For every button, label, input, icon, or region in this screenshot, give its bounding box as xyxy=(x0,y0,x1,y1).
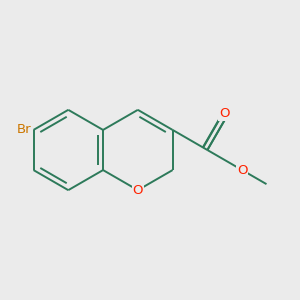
Text: O: O xyxy=(219,107,230,120)
Text: O: O xyxy=(133,184,143,197)
Text: O: O xyxy=(237,164,247,177)
Text: Br: Br xyxy=(17,123,32,136)
